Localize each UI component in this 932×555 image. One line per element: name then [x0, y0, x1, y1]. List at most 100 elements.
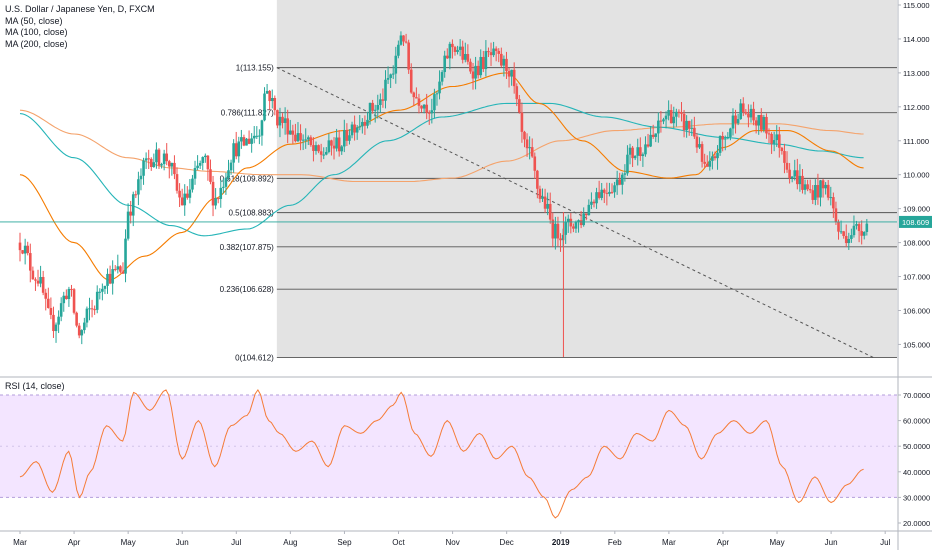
candle-body — [196, 165, 199, 169]
candle — [708, 151, 712, 171]
candle — [157, 148, 161, 169]
candle — [198, 160, 202, 170]
candle — [489, 42, 493, 67]
candle — [677, 109, 681, 118]
candle — [543, 188, 547, 213]
symbol-title: U.S. Dollar / Japanese Yen, D, FXCM — [5, 4, 155, 14]
candle-body — [88, 308, 91, 310]
candle — [808, 179, 812, 194]
candle — [636, 138, 640, 166]
candle — [610, 183, 614, 194]
candle-body — [139, 175, 143, 180]
candle — [222, 178, 225, 194]
candle-body — [149, 158, 153, 168]
candle-body — [772, 140, 776, 144]
candle-body — [705, 163, 709, 167]
candle — [201, 156, 205, 171]
candle-body — [602, 189, 606, 193]
candle — [389, 73, 392, 88]
candle-body — [628, 147, 632, 155]
candle — [832, 192, 835, 218]
candle-body — [399, 35, 403, 45]
candle-body — [219, 187, 223, 199]
candle — [330, 139, 333, 156]
candle-body — [564, 222, 567, 235]
candle-body — [26, 245, 30, 254]
candle-body — [240, 137, 243, 142]
candle-body — [536, 170, 539, 189]
candle — [224, 172, 228, 195]
candle-body — [191, 178, 194, 190]
candle-body — [556, 223, 560, 239]
candle-body — [494, 48, 498, 51]
candle — [443, 50, 446, 78]
candle — [731, 108, 735, 136]
candle-body — [157, 149, 161, 166]
candle-body — [505, 58, 508, 72]
candle — [590, 192, 593, 210]
candle — [188, 178, 192, 204]
candle-body — [832, 197, 835, 209]
candle — [227, 159, 230, 181]
candle-body — [834, 208, 838, 222]
candle-body — [451, 43, 454, 48]
candle — [167, 159, 171, 179]
candle — [623, 164, 627, 182]
candle-body — [824, 184, 827, 189]
candle — [211, 175, 215, 217]
candle-body — [698, 144, 701, 148]
candle — [283, 107, 287, 135]
candle-body — [291, 130, 295, 135]
candle-body — [731, 115, 735, 129]
candle-body — [695, 136, 699, 148]
candle — [397, 40, 400, 59]
time-axis-label: Jul — [880, 538, 890, 547]
candle — [842, 230, 845, 239]
candle-body — [780, 147, 784, 152]
candle-body — [682, 113, 686, 131]
candle-body — [639, 147, 642, 157]
candle — [548, 192, 552, 224]
candle — [155, 142, 158, 169]
rsi-axis-label: 60.0000 — [903, 417, 930, 426]
candle-body — [497, 50, 501, 54]
candle — [422, 104, 426, 114]
candle-body — [391, 73, 395, 75]
candle-body — [147, 158, 150, 160]
candle — [765, 113, 768, 139]
candle — [587, 199, 591, 216]
candle-body — [386, 77, 390, 80]
candle — [736, 113, 740, 126]
candle-body — [559, 238, 562, 241]
candle-body — [703, 161, 706, 164]
candle-body — [126, 211, 130, 239]
candle — [796, 158, 799, 190]
candle-body — [584, 213, 588, 216]
candle — [214, 188, 217, 210]
candle-body — [597, 192, 601, 198]
candle — [62, 291, 66, 312]
candle — [644, 136, 647, 157]
candle — [219, 179, 223, 208]
candle — [371, 99, 374, 114]
candle — [232, 139, 235, 173]
candle — [646, 133, 650, 148]
candle — [759, 108, 763, 133]
candle-body — [438, 81, 441, 94]
candle — [700, 141, 704, 168]
candle-body — [224, 177, 228, 187]
candle — [170, 162, 174, 176]
candle — [770, 132, 773, 154]
candle — [152, 153, 156, 168]
fib-level-label: 1(113.155) — [236, 64, 274, 73]
candle — [28, 243, 32, 283]
candle — [749, 104, 753, 123]
candle-body — [631, 147, 634, 159]
candle-body — [667, 110, 670, 116]
candle-body — [268, 90, 271, 102]
candle — [572, 223, 575, 233]
rsi-axis-label: 20.0000 — [903, 519, 930, 528]
candle-body — [420, 105, 423, 109]
candle-body — [54, 324, 58, 332]
